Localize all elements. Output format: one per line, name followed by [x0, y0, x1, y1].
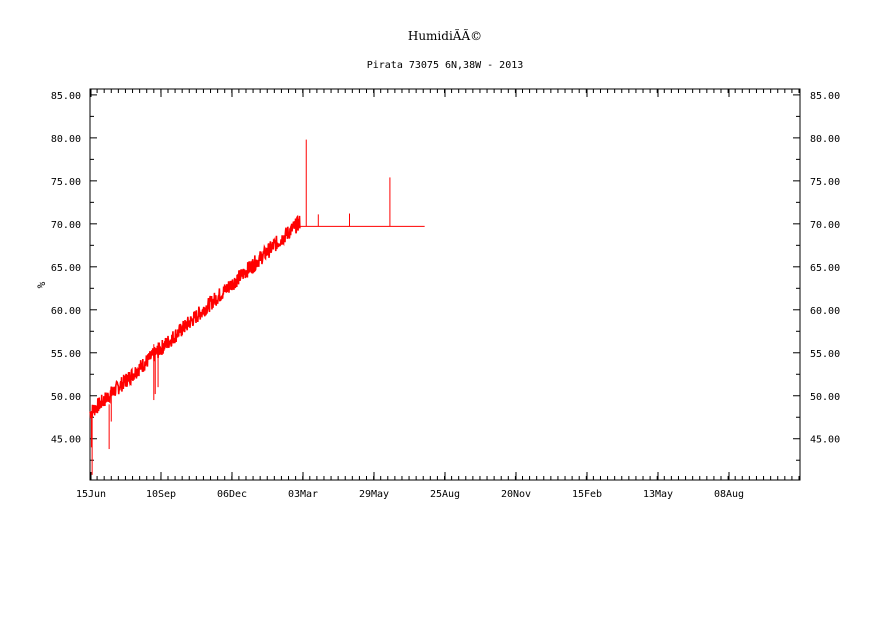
- y-tick-label: 80.00: [51, 134, 81, 145]
- x-tick-label: 15Feb: [572, 489, 602, 500]
- y-tick-labels-right: 45.00 50.00 55.00 60.00 65.00 70.00 75.00 80.00…: [810, 91, 840, 446]
- x-tick-label: 03Mar: [288, 489, 318, 500]
- chart-subtitle: Pirata 73075 6N,38W - 2013: [367, 60, 524, 71]
- chart-title: HumidiÃÃ©: [408, 28, 482, 43]
- plot-frame: [89, 88, 801, 481]
- x-tick-label: 20Nov: [501, 489, 531, 500]
- axis-ticks: [89, 89, 800, 480]
- y-tick-label: 55.00: [810, 349, 840, 360]
- x-tick-label: 25Aug: [430, 489, 460, 500]
- y-tick-label: 75.00: [810, 177, 840, 188]
- y-tick-label: 60.00: [810, 306, 840, 317]
- x-tick-label: 08Aug: [714, 489, 744, 500]
- y-tick-label: 75.00: [51, 177, 81, 188]
- x-tick-label: 15Jun: [76, 489, 106, 500]
- y-tick-label: 80.00: [810, 134, 840, 145]
- y-tick-label: 85.00: [810, 91, 840, 102]
- y-tick-label: 85.00: [51, 91, 81, 102]
- x-tick-label: 06Dec: [217, 489, 247, 500]
- y-axis-label: %: [35, 281, 48, 288]
- y-tick-label: 60.00: [51, 306, 81, 317]
- x-tick-labels: 15Jun 10Sep 06Dec 03Mar 29May 25Aug 20Nov 15Feb…: [76, 489, 744, 500]
- series-line-trend: [89, 214, 301, 419]
- y-tick-label: 50.00: [51, 392, 81, 403]
- x-tick-label: 13May: [643, 489, 673, 500]
- y-tick-label: 65.00: [810, 263, 840, 274]
- y-tick-label: 45.00: [810, 435, 840, 446]
- y-tick-label: 70.00: [810, 220, 840, 231]
- y-tick-label: 65.00: [51, 263, 81, 274]
- x-tick-label: 29May: [359, 489, 389, 500]
- x-tick-label: 10Sep: [146, 489, 176, 500]
- y-tick-label: 70.00: [51, 220, 81, 231]
- series-humidity: [89, 139, 425, 475]
- y-tick-labels-left: 45.00 50.00 55.00 60.00 65.00 70.00 75.00 80.00…: [51, 91, 81, 446]
- y-tick-label: 50.00: [810, 392, 840, 403]
- y-tick-label: 55.00: [51, 349, 81, 360]
- y-tick-label: 45.00: [51, 435, 81, 446]
